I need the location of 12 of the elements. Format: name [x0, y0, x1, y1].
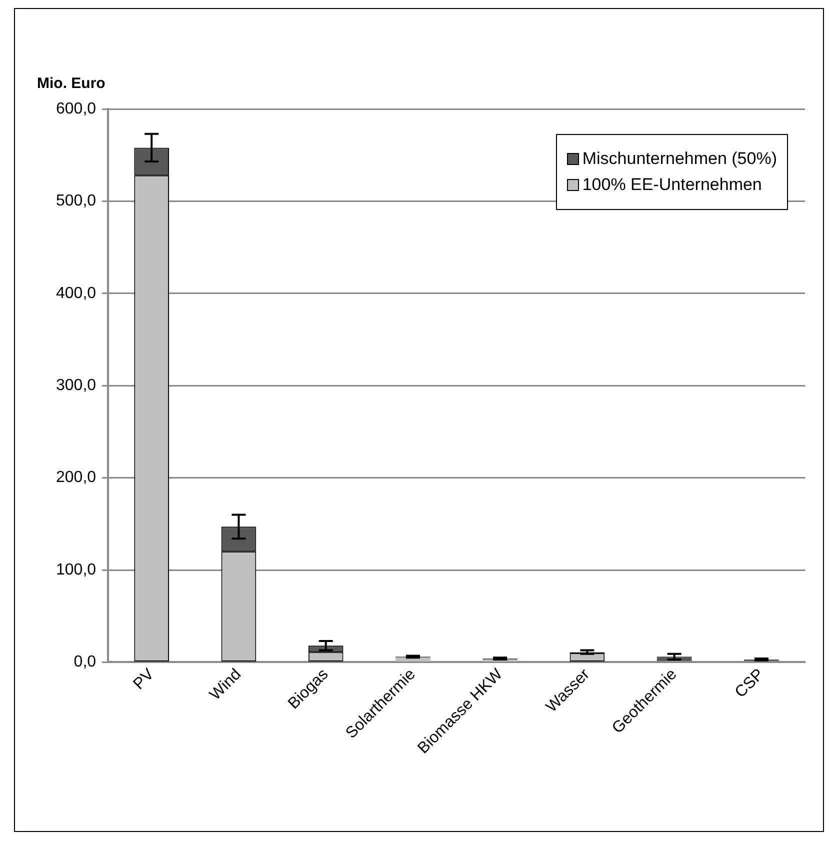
legend-label: Mischunternehmen (50%) — [582, 149, 777, 169]
legend-label: 100% EE-Unternehmen — [582, 175, 762, 195]
x-tick-label: PV — [130, 666, 158, 694]
y-tick-label: 300,0 — [56, 377, 96, 394]
y-tick-label: 500,0 — [56, 192, 96, 210]
y-tick-label: 400,0 — [56, 284, 96, 302]
x-tick-label: CSP — [732, 666, 768, 702]
y-tick-label: 100,0 — [56, 561, 96, 578]
y-tick-label: 200,0 — [56, 469, 96, 486]
y-tick-label: 0,0 — [74, 654, 96, 671]
y-tick-label: 600,0 — [56, 100, 96, 118]
y-axis-title: Mio. Euro — [37, 75, 106, 92]
